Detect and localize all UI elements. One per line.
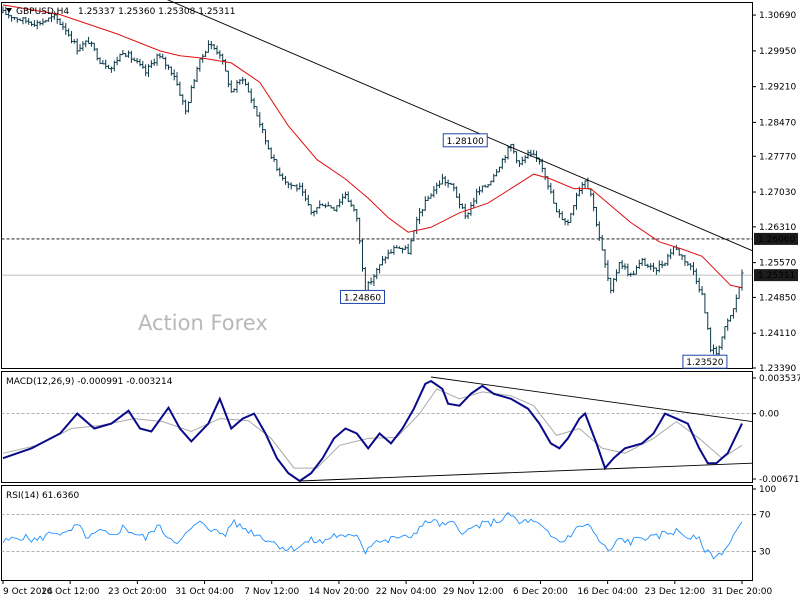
time-tick-label: 14 Nov 20:00 <box>309 587 370 597</box>
price-callout-label: 1.24860 <box>344 293 381 303</box>
price-callout-box <box>682 354 728 369</box>
rsi-layer <box>1 511 753 560</box>
price-tick-label: 1.27770 <box>759 152 796 162</box>
axis-price-tag-label: 1.25311 <box>758 271 795 281</box>
price-tick-label: 1.25570 <box>759 259 796 269</box>
moving-average-line <box>2 4 743 289</box>
time-tick-label: 31 Oct 04:00 <box>175 587 234 597</box>
rsi-panel: RSI(14) 61.6360 <box>1 485 753 581</box>
price-bars <box>1 6 744 357</box>
price-tick-label: 1.29210 <box>759 83 796 93</box>
rsi-line <box>2 511 743 560</box>
price-tick-label: 1.24850 <box>759 293 796 303</box>
price-tick-label: 1.30690 <box>759 11 796 21</box>
time-tick-label: 9 Oct 2024 <box>3 587 53 597</box>
price-panel-frame <box>1 2 753 369</box>
price-callout: 1.28100 <box>442 133 488 148</box>
price-callout-box <box>442 133 488 148</box>
axis-price-tag <box>754 269 798 282</box>
macd-title: MACD(12,26,9) -0.000991 -0.003214 <box>6 377 173 387</box>
price-tick-label: 1.23390 <box>759 364 796 374</box>
macd-trendline <box>430 376 753 423</box>
rsi-tick-label: 30 <box>759 547 771 557</box>
price-callout-label: 1.28100 <box>447 137 484 147</box>
ohlc-header: 1.25337 1.25360 1.25308 1.25311 <box>78 7 235 17</box>
time-tick-label: 22 Nov 04:00 <box>376 587 437 597</box>
price-callout-box <box>340 289 386 304</box>
symbol-header: GBPUSD,H4 <box>16 7 69 17</box>
header-arrow-icon <box>6 8 12 13</box>
price-tick-label: 1.27030 <box>759 188 796 198</box>
price-callout: 1.24860 <box>340 289 386 304</box>
rsi-tick-label: 70 <box>759 511 771 521</box>
watermark: Action Forex <box>138 311 268 335</box>
price-tick-label: 1.26310 <box>759 223 796 233</box>
time-tick-label: 16 Dec 04:00 <box>577 587 638 597</box>
rsi-panel-frame <box>1 485 753 581</box>
macd-panel: MACD(12,26,9) -0.000991 -0.003214 <box>1 371 753 483</box>
downtrend-line <box>167 0 753 251</box>
price-layer: 1.28100 1.24860 1.23520 <box>1 0 753 369</box>
macd-layer <box>1 376 753 483</box>
macd-panel-frame <box>1 371 753 483</box>
price-tick-label: 1.29950 <box>759 47 796 57</box>
time-tick-label: 29 Nov 12:00 <box>443 587 504 597</box>
axis-price-tag-label: 1.26060 <box>758 235 795 245</box>
rsi-title: RSI(14) 61.6360 <box>6 491 79 501</box>
price-tick-label: 1.24110 <box>759 329 796 339</box>
macd-tick-label: 0.003537 <box>759 374 800 384</box>
price-panel: Action Forex 1.28100 1.24860 1.23520 GBPUS… <box>1 0 753 369</box>
price-callout: 1.23520 <box>682 354 728 369</box>
time-tick-label: 16 Oct 12:00 <box>41 587 100 597</box>
time-tick-label: 31 Dec 20:00 <box>712 587 773 597</box>
price-tick-label: 1.28470 <box>759 118 796 128</box>
time-tick-label: 23 Dec 12:00 <box>645 587 706 597</box>
rsi-tick-label: 100 <box>759 485 776 495</box>
macd-trendline <box>299 462 753 482</box>
price-callout-label: 1.23520 <box>686 358 723 368</box>
axis-price-tag <box>754 232 798 245</box>
time-tick-label: 23 Oct 20:00 <box>108 587 167 597</box>
macd-tick-label: 0.00 <box>759 410 779 420</box>
axis-layer: 1.30690 1.29950 1.29210 1.28470 1.27770 1.270… <box>2 11 800 597</box>
time-tick-label: 7 Nov 12:00 <box>244 587 299 597</box>
macd-main-line <box>2 379 743 483</box>
time-tick-label: 6 Dec 20:00 <box>513 587 568 597</box>
